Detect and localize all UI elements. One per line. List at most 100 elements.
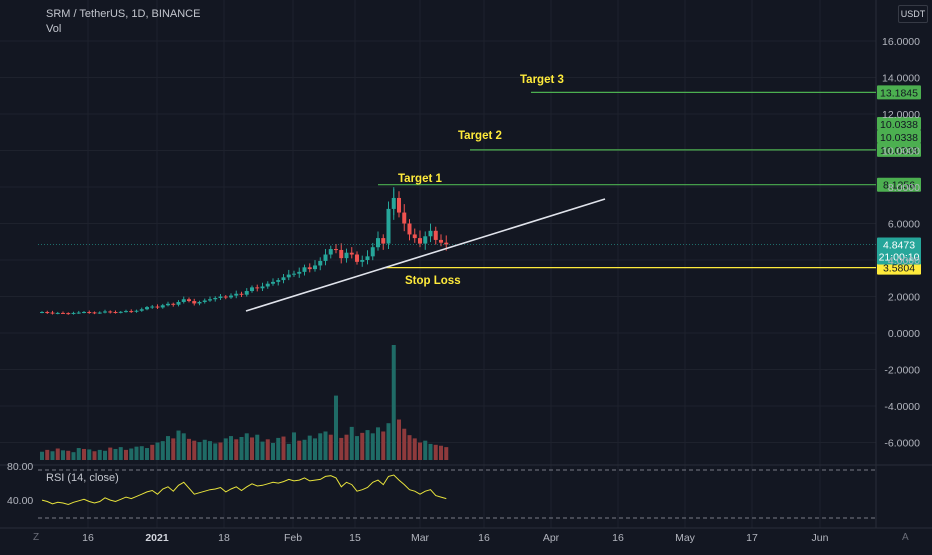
volume-bar bbox=[370, 433, 375, 460]
candle-body bbox=[108, 311, 113, 313]
candle-body bbox=[418, 238, 422, 244]
price-tick-label: 2.0000 bbox=[888, 292, 920, 304]
candle-body bbox=[87, 312, 92, 314]
candle-body bbox=[103, 311, 107, 313]
volume-bar bbox=[286, 443, 291, 460]
volume-bar bbox=[255, 434, 260, 460]
volume-bar bbox=[113, 448, 118, 460]
volume-bar bbox=[260, 441, 265, 460]
volume-bar bbox=[202, 439, 207, 460]
price-tag bbox=[877, 117, 921, 130]
volume-bar bbox=[108, 447, 113, 460]
candle-body bbox=[376, 238, 380, 248]
rsi-legend: RSI (14, close) bbox=[46, 472, 119, 484]
volume-bar bbox=[176, 430, 181, 460]
candlesticks bbox=[40, 187, 449, 315]
candle-body bbox=[61, 312, 65, 314]
price-tick-label: 8.0000 bbox=[888, 182, 920, 194]
volume-bar bbox=[71, 452, 76, 460]
candle-body bbox=[370, 247, 375, 257]
volume-bar bbox=[334, 395, 338, 460]
volume-bar bbox=[307, 435, 312, 460]
level-annotation[interactable]: Target 1 bbox=[398, 173, 442, 185]
level-annotation[interactable]: Target 2 bbox=[458, 130, 502, 142]
volume-bar bbox=[328, 434, 333, 460]
price-tag bbox=[877, 142, 921, 157]
volume-bar bbox=[271, 442, 275, 460]
auto-scale-icon[interactable]: A bbox=[902, 532, 909, 543]
candle-body bbox=[302, 267, 307, 272]
rsi-line bbox=[41, 474, 447, 506]
candle-body bbox=[355, 254, 359, 262]
candle-body bbox=[323, 254, 328, 261]
volume-bar bbox=[339, 437, 344, 460]
time-tick-label: May bbox=[675, 532, 696, 544]
volume-bars bbox=[40, 345, 449, 460]
countdown-label: 21:00:10 bbox=[879, 252, 920, 264]
time-tick-label: Jun bbox=[812, 532, 829, 544]
candle-body bbox=[145, 307, 149, 310]
volume-bar bbox=[292, 432, 296, 460]
level-annotation[interactable]: Stop Loss bbox=[405, 275, 461, 287]
volume-bar bbox=[250, 437, 254, 460]
volume-bar bbox=[323, 431, 328, 460]
volume-bar bbox=[423, 440, 428, 460]
candle-body bbox=[344, 252, 349, 259]
rsi-panel bbox=[38, 469, 876, 519]
volume-bar bbox=[40, 451, 44, 460]
candle-body bbox=[318, 260, 323, 266]
time-tick-label: 16 bbox=[478, 532, 490, 544]
candle-body bbox=[150, 306, 155, 308]
candle-body bbox=[428, 230, 433, 237]
candle-body bbox=[187, 299, 191, 302]
volume-bar bbox=[313, 438, 317, 460]
trendline bbox=[245, 198, 606, 312]
chart-title: SRM / TetherUS, 1D, BINANCE bbox=[46, 8, 201, 20]
candle-body bbox=[386, 208, 391, 244]
time-tick-label: 16 bbox=[82, 532, 94, 544]
candle-body bbox=[423, 236, 428, 244]
trendline[interactable] bbox=[245, 198, 606, 312]
price-tick-label: 14.0000 bbox=[882, 73, 920, 85]
candle-body bbox=[213, 297, 218, 300]
candle-body bbox=[433, 230, 438, 240]
candle-body bbox=[328, 249, 333, 255]
candle-body bbox=[365, 256, 370, 260]
time-tick-label: Feb bbox=[284, 532, 302, 544]
level-annotation[interactable]: Target 3 bbox=[520, 74, 564, 86]
volume-bar bbox=[302, 439, 307, 460]
volume-bar bbox=[76, 448, 81, 460]
candle-body bbox=[139, 309, 144, 311]
candle-body bbox=[229, 295, 233, 298]
volume-bar bbox=[397, 419, 401, 460]
candle-body bbox=[92, 312, 97, 314]
price-tick-label: 6.0000 bbox=[888, 219, 920, 231]
volume-bar bbox=[208, 441, 212, 460]
volume-bar bbox=[118, 447, 123, 460]
candle-body bbox=[197, 301, 202, 304]
time-tick-label: 17 bbox=[746, 532, 758, 544]
volume-bar bbox=[297, 440, 302, 460]
currency-badge[interactable]: USDT bbox=[898, 5, 928, 23]
volume-bar bbox=[171, 438, 176, 460]
candle-body bbox=[334, 249, 338, 251]
candle-body bbox=[381, 238, 386, 244]
zoom-icon[interactable]: Z bbox=[33, 532, 40, 543]
candle-body bbox=[129, 311, 134, 313]
volume-bar bbox=[166, 436, 170, 460]
volume-bar bbox=[281, 436, 286, 460]
price-tag bbox=[877, 177, 921, 192]
current-price-label: 4.8473 bbox=[883, 240, 915, 252]
candle-body bbox=[407, 223, 412, 235]
candle-body bbox=[171, 303, 176, 305]
price-tag-label: 10.0338 bbox=[880, 132, 918, 144]
candle-body bbox=[444, 242, 449, 245]
volume-bar bbox=[318, 433, 323, 460]
candle-body bbox=[40, 312, 44, 314]
volume-bar bbox=[160, 441, 165, 460]
volume-bar bbox=[376, 427, 380, 460]
